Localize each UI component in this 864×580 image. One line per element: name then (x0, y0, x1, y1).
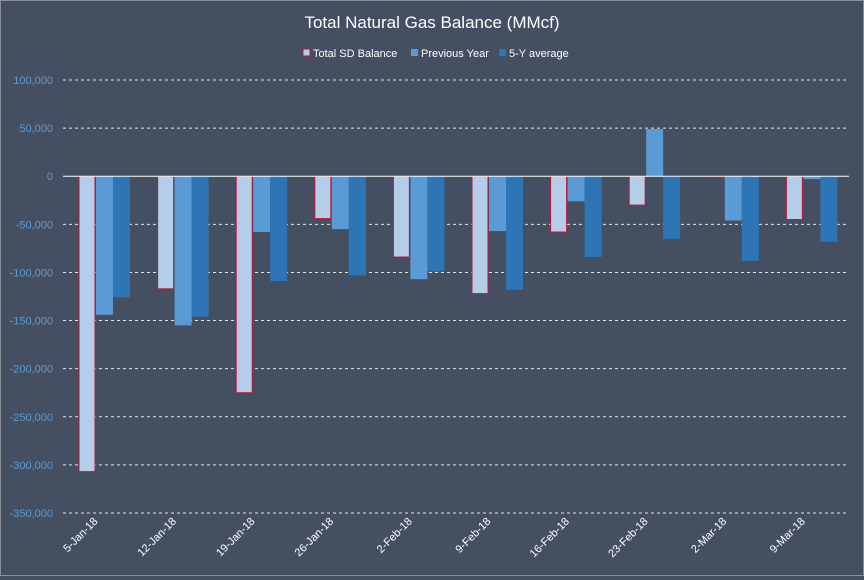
bar-5-y-average-7 (663, 176, 681, 239)
legend-swatch-1 (302, 48, 311, 57)
bar-previous-year-8 (724, 176, 742, 221)
bar-previous-year-5 (489, 176, 506, 232)
x-tick-label: 2-Mar-18 (689, 516, 729, 556)
y-axis-ticks: 100,000 50,000 0 -50,000 -100,000 -150,000 -20… (10, 75, 53, 520)
y-tick-label: -250,000 (10, 412, 53, 424)
bar-previous-year-7 (646, 129, 664, 177)
bar-previous-year-4 (410, 176, 428, 280)
y-tick-label: 100,000 (13, 75, 53, 87)
bar-5-y-average-8 (741, 176, 759, 261)
legend-label-2: Previous Year (421, 48, 489, 60)
legend: Total SD Balance Previous Year 5-Y average (302, 48, 569, 60)
y-tick-label: -100,000 (10, 267, 53, 279)
y-tick-label: -200,000 (10, 364, 53, 376)
legend-swatch-2 (411, 49, 418, 56)
x-tick-label: 26-Jan-18 (293, 516, 337, 560)
x-tick-label: 12-Jan-18 (136, 516, 180, 560)
gridlines (63, 79, 849, 514)
bar-previous-year-0 (96, 176, 113, 315)
x-tick-label: 19-Jan-18 (214, 516, 258, 560)
y-tick-label: -150,000 (10, 316, 53, 328)
x-tick-label: 9-Mar-18 (768, 516, 808, 556)
bar-total-sd-balance-2 (235, 175, 253, 394)
bar-total-sd-balance-6 (550, 175, 568, 233)
bar-5-y-average-3 (348, 176, 366, 276)
y-tick-label: -350,000 (10, 508, 53, 520)
bars (78, 129, 838, 473)
bar-previous-year-1 (174, 176, 192, 326)
bar-total-sd-balance-5 (471, 175, 489, 295)
bar-5-y-average-0 (113, 176, 130, 298)
y-tick-label: -300,000 (10, 460, 53, 472)
bar-total-sd-balance-3 (314, 175, 332, 220)
bar-5-y-average-1 (191, 176, 209, 317)
bar-previous-year-3 (331, 176, 349, 230)
bar-total-sd-balance-1 (157, 175, 175, 290)
y-tick-label: 50,000 (19, 123, 53, 135)
legend-label-3: 5-Y average (509, 48, 569, 60)
bar-total-sd-balance-9 (785, 175, 803, 221)
legend-label-1: Total SD Balance (313, 48, 397, 60)
x-axis-ticks: 5-Jan-18 12-Jan-18 19-Jan-18 26-Jan-18 2-Feb… (61, 516, 808, 560)
bar-previous-year-9 (803, 176, 821, 180)
bar-5-y-average-6 (584, 176, 602, 258)
legend-swatch-3 (499, 49, 506, 56)
x-tick-label: 23-Feb-18 (606, 516, 650, 560)
bar-previous-year-2 (253, 176, 271, 233)
y-tick-label: 0 (47, 171, 53, 183)
x-tick-label: 2-Feb-18 (375, 516, 415, 556)
x-tick-label: 16-Feb-18 (528, 516, 572, 560)
bar-5-y-average-5 (506, 176, 523, 290)
bar-total-sd-balance-7 (628, 175, 646, 206)
bar-total-sd-balance-0 (78, 175, 96, 473)
bar-5-y-average-2 (270, 176, 288, 282)
bar-5-y-average-4 (427, 176, 445, 272)
x-tick-label: 5-Jan-18 (61, 516, 100, 555)
bar-previous-year-6 (567, 176, 585, 202)
bar-5-y-average-9 (820, 176, 838, 242)
y-tick-label: -50,000 (16, 219, 53, 231)
x-tick-label: 9-Feb-18 (453, 516, 493, 556)
bar-total-sd-balance-4 (392, 175, 410, 258)
chart-title: Total Natural Gas Balance (MMcf) (304, 13, 559, 32)
